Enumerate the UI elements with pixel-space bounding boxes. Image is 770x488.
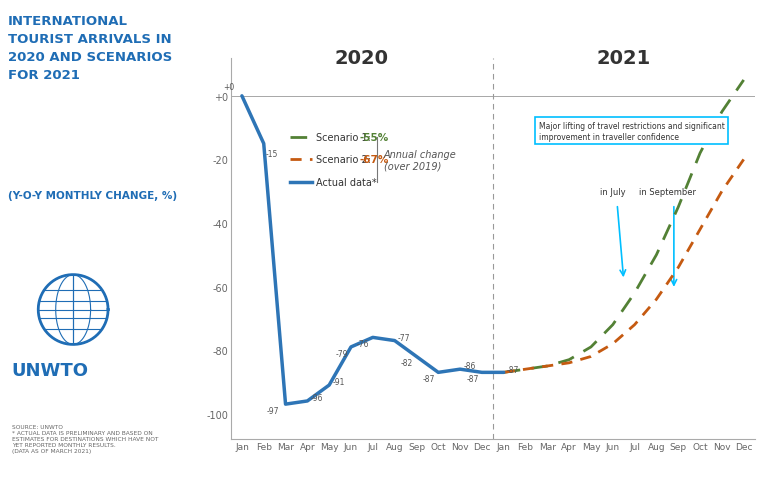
Text: Major lifting of travel restrictions and significant
improvement in traveller co: Major lifting of travel restrictions and… bbox=[539, 122, 725, 142]
Text: -67%: -67% bbox=[360, 155, 389, 165]
Text: Scenario 1:: Scenario 1: bbox=[316, 133, 371, 143]
Text: 2020: 2020 bbox=[335, 49, 389, 68]
Text: in September: in September bbox=[639, 188, 696, 197]
Text: 2021: 2021 bbox=[597, 49, 651, 68]
Text: -86: -86 bbox=[464, 362, 476, 371]
Text: -97: -97 bbox=[266, 406, 279, 415]
Text: -96: -96 bbox=[310, 393, 323, 403]
Text: in July: in July bbox=[600, 188, 625, 197]
Text: -87: -87 bbox=[423, 374, 435, 384]
Text: -76: -76 bbox=[357, 340, 370, 348]
Text: -91: -91 bbox=[333, 378, 345, 386]
Text: +0: +0 bbox=[223, 82, 234, 92]
Text: -55%: -55% bbox=[360, 133, 389, 143]
Text: -15: -15 bbox=[266, 149, 278, 158]
Text: INTERNATIONAL
TOURIST ARRIVALS IN
2020 AND SCENARIOS
FOR 2021: INTERNATIONAL TOURIST ARRIVALS IN 2020 A… bbox=[8, 15, 172, 81]
Text: -87: -87 bbox=[467, 374, 479, 384]
Text: Scenario 2:: Scenario 2: bbox=[316, 155, 371, 165]
Text: SOURCE: UNWTO
* ACTUAL DATA IS PRELIMINARY AND BASED ON
ESTIMATES FOR DESTINATIO: SOURCE: UNWTO * ACTUAL DATA IS PRELIMINA… bbox=[12, 425, 158, 453]
Text: (Y-O-Y MONTHLY CHANGE, %): (Y-O-Y MONTHLY CHANGE, %) bbox=[8, 190, 177, 200]
Text: -82: -82 bbox=[401, 359, 413, 367]
Text: -79: -79 bbox=[335, 349, 348, 358]
Text: -87: -87 bbox=[507, 365, 519, 374]
Text: -77: -77 bbox=[398, 333, 410, 342]
Text: Annual change
(over 2019): Annual change (over 2019) bbox=[383, 149, 457, 171]
Text: Actual data*: Actual data* bbox=[316, 177, 377, 187]
Text: UNWTO: UNWTO bbox=[12, 361, 89, 379]
